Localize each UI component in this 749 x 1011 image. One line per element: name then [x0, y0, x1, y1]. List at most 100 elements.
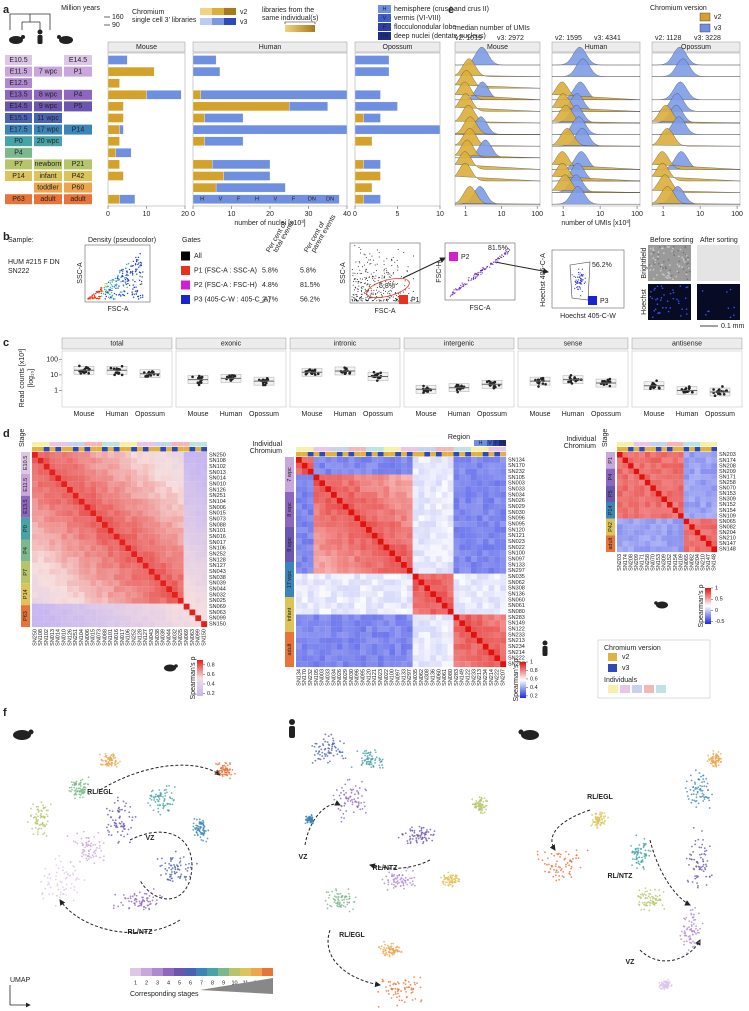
density-dot: [119, 294, 122, 296]
heat-cell: [354, 556, 361, 563]
heat-cell: [453, 509, 460, 516]
bar: [215, 182, 286, 193]
heat-cell: [366, 527, 372, 533]
heat-cell: [195, 463, 202, 470]
heat-cell: [301, 497, 308, 504]
heat-cell: [453, 521, 460, 528]
heat-cell: [412, 480, 419, 487]
heat-cell: [644, 457, 651, 464]
heat-cell: [459, 503, 466, 510]
bar: [192, 124, 348, 135]
heat-cell: [371, 544, 378, 551]
cell-dot: [191, 863, 193, 866]
event-dot: [359, 273, 361, 275]
bar: [192, 66, 221, 77]
x-tick-label: Opossum: [249, 411, 279, 418]
heat-cell: [482, 509, 489, 516]
cell-dot: [123, 835, 126, 838]
heat-cell: [78, 498, 85, 505]
individual-strip: [307, 447, 314, 452]
heat-cell: [418, 562, 425, 568]
heat-cell: [131, 597, 138, 604]
heat-cell: [465, 562, 472, 568]
heat-cell: [154, 475, 161, 482]
texture: [684, 246, 687, 249]
cell-dot: [170, 858, 172, 861]
heat-cell: [644, 474, 651, 480]
sample-dot: [109, 366, 113, 370]
stage-box: [34, 182, 62, 193]
heat-cell: [633, 452, 640, 458]
heat-cell: [78, 504, 85, 511]
gate-name: All: [194, 253, 202, 260]
heat-cell: [406, 591, 413, 598]
chromium-strip: [189, 447, 196, 452]
heat-cell: [354, 602, 361, 609]
event-dot: [389, 280, 391, 282]
heat-cell: [131, 539, 138, 546]
stage-label: E11.5: [10, 68, 28, 75]
event-dot: [467, 279, 469, 281]
heat-cell: [67, 481, 73, 488]
heat-cell: [319, 661, 326, 668]
cell-dot: [45, 809, 48, 812]
heat-cell: [67, 457, 73, 464]
heat-cell: [412, 532, 419, 539]
heat-cell: [201, 539, 208, 546]
density-dot: [121, 270, 123, 272]
heat-cell: [465, 544, 472, 551]
heat-cell: [418, 626, 425, 633]
heat-cell: [711, 452, 718, 458]
heat-cell: [43, 609, 50, 616]
heat-cell: [319, 602, 326, 609]
heat-cell: [418, 597, 425, 603]
heat-cell: [61, 621, 68, 628]
heat-cell: [430, 573, 437, 580]
column-label: SN232: [308, 669, 314, 686]
heat-cell: [319, 515, 326, 522]
heat-cell: [331, 486, 337, 493]
cell-dot: [157, 810, 160, 813]
heat-cell: [313, 591, 320, 598]
individual-strip: [37, 442, 44, 447]
heat-cell: [113, 487, 120, 493]
event-dot: [370, 263, 372, 265]
cell-dot: [73, 889, 76, 891]
sample-dot: [376, 372, 380, 376]
heat-cell: [639, 485, 645, 491]
row-label: SN232: [508, 469, 525, 475]
heat-cell: [189, 527, 196, 534]
cell-dot: [178, 868, 181, 871]
event-dot: [578, 273, 580, 276]
texture: [685, 273, 688, 276]
cell-dot: [81, 852, 84, 854]
heat-cell: [201, 574, 208, 581]
heat-cell: [84, 621, 91, 628]
heat-cell: [494, 661, 501, 668]
stage-label: infant: [39, 173, 56, 180]
heat-cell: [366, 661, 372, 668]
heat-cell: [78, 527, 85, 534]
stage-label: E11.5: [23, 478, 29, 492]
heat-cell: [160, 533, 167, 540]
heat-cell: [639, 496, 645, 503]
heat-cell: [72, 592, 79, 598]
heat-cell: [148, 481, 155, 488]
density-dot: [107, 281, 110, 283]
event-dot: [363, 292, 365, 294]
heat-cell: [705, 463, 712, 469]
heat-cell: [389, 573, 396, 580]
event-dot: [404, 280, 406, 282]
heat-cell: [301, 480, 308, 487]
cell-dot: [135, 900, 138, 903]
heat-cell: [78, 597, 85, 604]
heat-cell: [102, 469, 108, 476]
heat-cell: [639, 546, 645, 553]
heat-cell: [325, 503, 332, 510]
heat-cell: [137, 510, 143, 517]
texture: [684, 245, 687, 247]
heat-cell: [119, 592, 126, 598]
event-dot: [497, 260, 499, 262]
heat-cell: [406, 486, 413, 493]
heat-cell: [84, 527, 91, 534]
